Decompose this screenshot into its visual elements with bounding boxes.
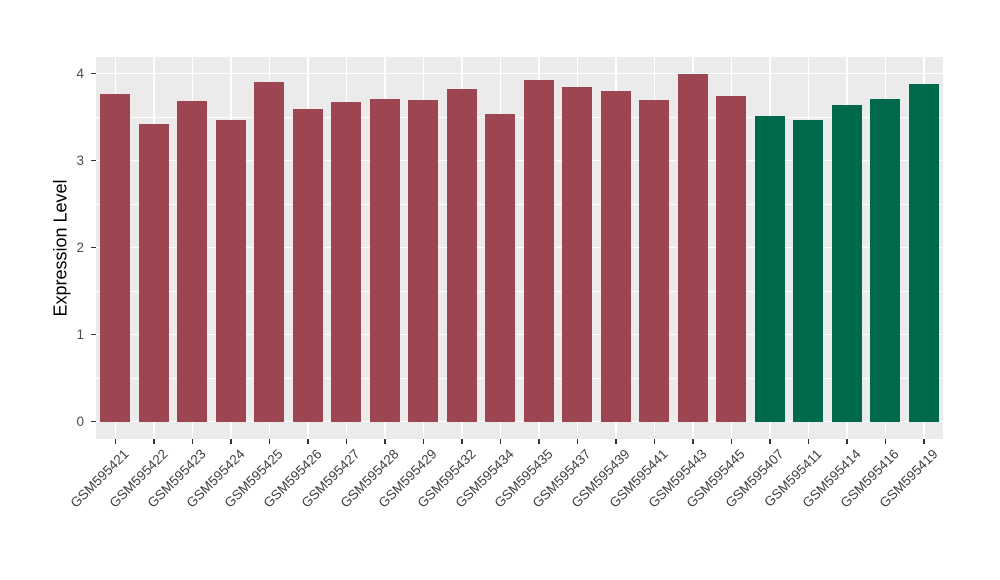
bar-GSM595437 [562, 86, 593, 422]
y-tick-label: 1 [76, 327, 84, 343]
x-tick-mark [923, 439, 925, 444]
x-tick-mark [884, 439, 886, 444]
x-tick-mark [538, 439, 540, 444]
bar-GSM595426 [292, 109, 323, 422]
x-tick-mark [384, 439, 386, 444]
x-tick-mark [307, 439, 309, 444]
bar-GSM595422 [138, 124, 169, 422]
x-tick-mark [191, 439, 193, 444]
x-tick-mark [422, 439, 424, 444]
y-tick-label: 4 [76, 66, 84, 82]
x-tick-mark [153, 439, 155, 444]
y-tick-label: 2 [76, 240, 84, 256]
x-tick-mark [769, 439, 771, 444]
bar-GSM595423 [177, 100, 208, 422]
major-gridline [96, 159, 943, 162]
x-tick-mark [846, 439, 848, 444]
bar-GSM595443 [677, 74, 708, 422]
y-tick-label: 0 [76, 414, 84, 430]
bar-GSM595435 [523, 79, 554, 422]
y-tick-mark [91, 420, 96, 423]
minor-gridline [96, 377, 943, 379]
x-tick-mark [499, 439, 501, 444]
minor-gridline [96, 203, 943, 205]
x-tick-mark [576, 439, 578, 444]
y-tick-mark [91, 333, 96, 336]
x-tick-mark [730, 439, 732, 444]
bar-GSM595429 [408, 99, 439, 422]
bar-GSM595425 [254, 82, 285, 422]
y-tick-mark [91, 72, 96, 75]
bar-GSM595432 [446, 89, 477, 422]
bar-GSM595428 [369, 98, 400, 422]
major-gridline [96, 333, 943, 336]
bar-GSM595411 [793, 119, 824, 422]
y-tick-mark [91, 246, 96, 249]
y-tick-mark [91, 159, 96, 162]
minor-gridline [96, 290, 943, 292]
bar-GSM595434 [485, 113, 516, 422]
bar-GSM595445 [716, 96, 747, 422]
major-gridline [96, 72, 943, 75]
x-tick-mark [268, 439, 270, 444]
x-tick-mark [345, 439, 347, 444]
major-gridline [96, 246, 943, 249]
x-tick-mark [615, 439, 617, 444]
bar-GSM595441 [639, 99, 670, 422]
x-tick-mark [230, 439, 232, 444]
x-tick-mark [461, 439, 463, 444]
plot-panel [96, 57, 943, 439]
bar-GSM595407 [754, 116, 785, 422]
bar-GSM595419 [908, 83, 939, 422]
y-tick-label: 3 [76, 153, 84, 169]
bar-GSM595439 [600, 90, 631, 422]
minor-gridline [96, 116, 943, 118]
bar-GSM595421 [100, 94, 131, 422]
bar-GSM595416 [870, 98, 901, 422]
bar-GSM595414 [831, 104, 862, 422]
x-tick-mark [114, 439, 116, 444]
bar-GSM595424 [215, 119, 246, 422]
bar-GSM595427 [331, 102, 362, 422]
x-tick-mark [653, 439, 655, 444]
x-tick-mark [692, 439, 694, 444]
major-gridline [96, 420, 943, 423]
x-tick-mark [807, 439, 809, 444]
